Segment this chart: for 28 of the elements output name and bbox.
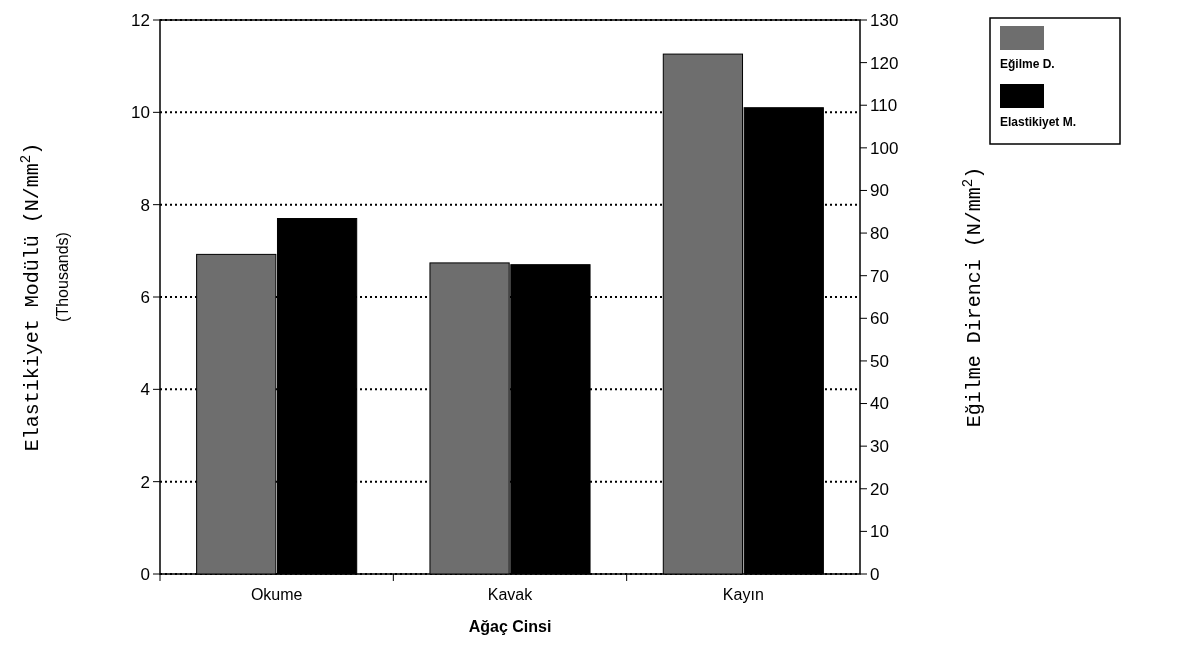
y2-tick-label: 130 [870, 10, 899, 30]
x-tick-label: Okume [250, 586, 303, 603]
text: (Thousands) [54, 232, 71, 322]
y-tick-label: 10 [131, 103, 150, 123]
y2-tick-label: 20 [870, 479, 889, 499]
legend-label: Elastikiyet M. [1000, 115, 1077, 129]
legend-label: Eğilme D. [1000, 57, 1055, 71]
y2-tick-label: 90 [870, 181, 889, 201]
x-axis-title: Ağaç Cinsi [468, 618, 552, 635]
y2-tick-label: 70 [870, 266, 889, 286]
y2-tick-label: 10 [870, 522, 889, 542]
y-tick-label: 8 [140, 195, 150, 215]
y2-tick-label: 50 [870, 351, 889, 371]
y-tick-label: 12 [131, 10, 150, 30]
y2-tick-label: 0 [870, 564, 880, 584]
y-tick-label: 0 [140, 564, 150, 584]
y-tick-label: 4 [140, 380, 150, 400]
y2-tick-label: 40 [870, 394, 889, 414]
x-tick-label: Kavak [487, 586, 534, 603]
x-tick-label: Kayın [722, 586, 764, 603]
y-tick-label: 6 [140, 287, 150, 307]
y-tick-label: 2 [140, 472, 150, 492]
y2-tick-label: 100 [870, 138, 899, 158]
y2-tick-label: 110 [870, 96, 898, 116]
y2-tick-label: 80 [870, 224, 889, 244]
y2-tick-label: 60 [870, 309, 889, 329]
y2-tick-label: 120 [870, 53, 899, 73]
y2-tick-label: 30 [870, 437, 889, 457]
